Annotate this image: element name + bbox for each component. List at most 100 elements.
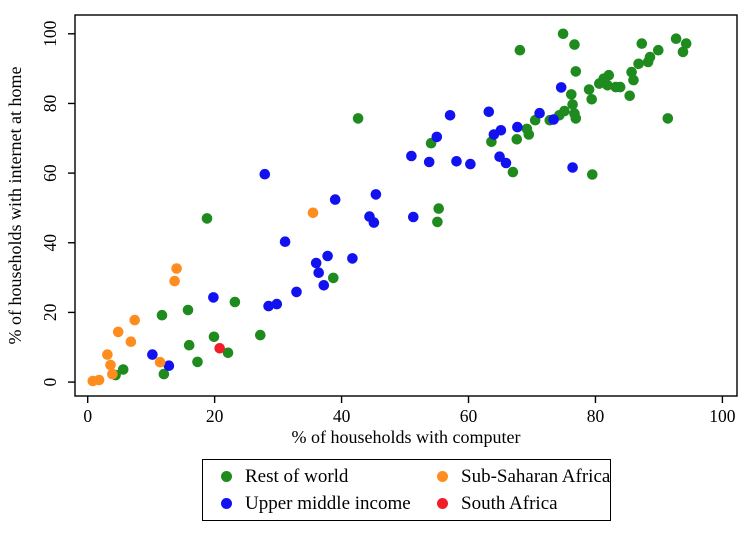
data-point [102, 349, 113, 360]
legend-marker-circle-icon [221, 498, 232, 509]
legend-item-sub-saharan-africa: Sub-Saharan Africa [437, 467, 610, 486]
data-point [507, 166, 519, 178]
data-point [105, 359, 116, 371]
data-point [259, 168, 271, 180]
data-point [624, 90, 635, 102]
data-point [263, 300, 274, 312]
data-point [328, 272, 339, 284]
y-tick-label: 20 [40, 303, 60, 321]
data-point [322, 250, 333, 262]
data-point [587, 169, 598, 180]
data-point [432, 216, 443, 228]
legend-item-south-africa: South Africa [437, 494, 610, 513]
data-point [271, 298, 283, 310]
x-tick-label: 40 [333, 406, 351, 426]
data-point [431, 131, 443, 143]
data-point [129, 314, 140, 326]
data-point [626, 66, 637, 78]
legend-label: Sub-Saharan Africa [461, 466, 611, 487]
data-point [291, 286, 302, 298]
data-point [662, 113, 674, 124]
data-point [214, 343, 225, 354]
data-point [423, 156, 435, 168]
data-point [670, 33, 682, 44]
y-axis-label: % of households with internet at home [5, 67, 25, 345]
data-point [583, 84, 595, 95]
data-point [208, 331, 220, 343]
data-point [586, 94, 597, 105]
data-point [548, 114, 559, 125]
data-point [636, 38, 648, 49]
data-point [154, 356, 166, 368]
data-point [628, 74, 639, 86]
data-point [512, 121, 523, 133]
legend-label: South Africa [461, 493, 558, 514]
data-point [677, 46, 689, 58]
data-point [500, 157, 512, 169]
data-point [653, 44, 664, 56]
x-tick-label: 80 [587, 406, 605, 426]
data-point [329, 194, 341, 205]
data-point [307, 207, 319, 219]
data-point [158, 368, 170, 380]
legend-label: Upper middle income [245, 493, 411, 514]
data-point [511, 134, 523, 145]
data-point [451, 156, 462, 167]
data-point [222, 347, 234, 359]
data-point [569, 39, 580, 50]
x-tick-label: 20 [206, 406, 224, 426]
data-point [465, 158, 476, 170]
data-point [523, 129, 535, 140]
data-point [313, 267, 325, 279]
x-axis-label: % of households with computer [292, 427, 521, 447]
data-point [566, 89, 577, 100]
data-point [171, 263, 182, 274]
data-point [156, 309, 168, 321]
data-point [370, 189, 382, 200]
data-point [117, 364, 129, 375]
data-point [594, 78, 605, 89]
y-tick-label: 60 [40, 164, 60, 182]
y-tick-label: 0 [40, 377, 60, 386]
data-point [495, 125, 507, 136]
data-point [444, 110, 456, 121]
data-point [347, 253, 358, 264]
data-point [310, 257, 322, 269]
data-point [318, 280, 330, 291]
data-point [555, 82, 567, 93]
data-point [534, 107, 545, 119]
data-point [433, 203, 445, 214]
legend: Rest of world Upper middle income Sub-Sa… [202, 459, 611, 521]
x-tick-label: 0 [83, 406, 92, 426]
data-point [183, 339, 195, 351]
legend-marker-circle-icon [221, 471, 232, 482]
data-point [182, 304, 194, 316]
data-point [514, 44, 526, 56]
data-point [406, 150, 417, 162]
legend-label: Rest of world [245, 466, 349, 487]
x-tick-label: 100 [709, 406, 736, 426]
data-point [279, 236, 291, 247]
data-point [107, 368, 118, 380]
data-point [169, 275, 180, 287]
data-point [614, 81, 626, 93]
data-point [201, 213, 213, 224]
legend-item-upper-middle-income: Upper middle income [221, 494, 437, 513]
data-point [557, 28, 569, 40]
legend-item-rest-of-world: Rest of world [221, 467, 437, 486]
y-tick-label: 80 [40, 94, 60, 112]
legend-marker-circle-icon [437, 471, 448, 482]
data-point [483, 106, 495, 118]
legend-marker-circle-icon [437, 498, 448, 509]
data-point [368, 217, 380, 228]
data-point [408, 211, 419, 223]
data-point [208, 292, 219, 303]
data-point [680, 38, 692, 49]
y-tick-label: 100 [40, 20, 60, 47]
data-point [125, 336, 137, 348]
data-point [229, 296, 241, 308]
data-point [112, 326, 124, 338]
data-point [602, 80, 613, 91]
x-tick-label: 60 [460, 406, 478, 426]
